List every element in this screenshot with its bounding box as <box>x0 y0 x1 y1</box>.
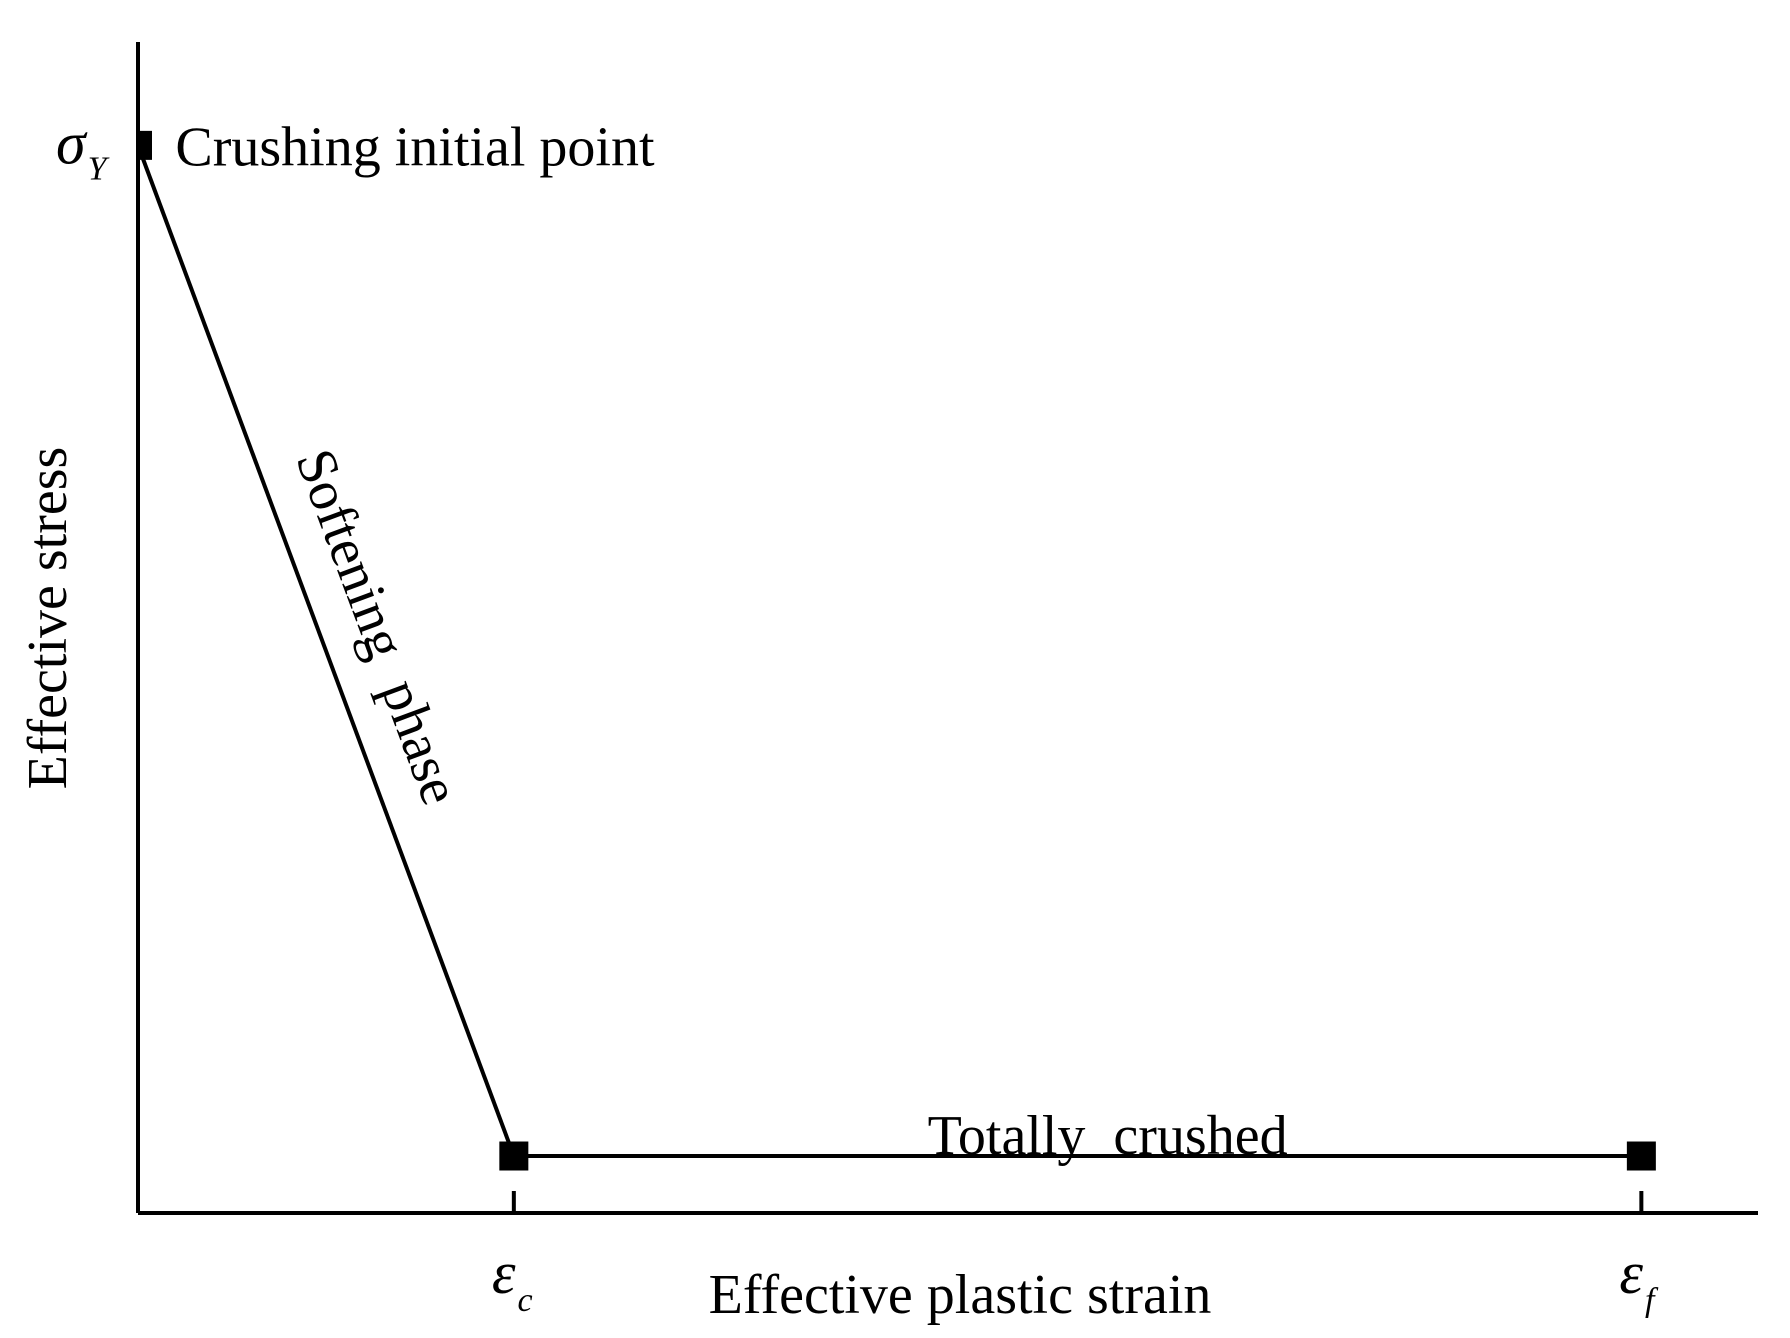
x-tick-label-f: εf <box>1619 1240 1659 1319</box>
marker-point-2 <box>499 1141 529 1171</box>
marker-point-3 <box>1626 1141 1656 1171</box>
annotation-softening-phase: Softening phase <box>283 441 471 812</box>
marker-point-1 <box>136 130 152 160</box>
annotation-crushing-initial-point: Crushing initial point <box>175 116 655 178</box>
series-line-segment-1 <box>136 144 516 1157</box>
plot-area: εc εf σY Crushing initial point Softening ph… <box>56 42 1758 1319</box>
x-tick-label-c: εc <box>492 1240 533 1319</box>
x-axis-title: Effective plastic strain <box>709 1264 1212 1326</box>
y-axis-title: Effective stress <box>17 447 79 790</box>
annotation-totally-crushed: Totally crushed <box>928 1105 1288 1167</box>
y-tick-label-Y: σY <box>56 110 110 187</box>
